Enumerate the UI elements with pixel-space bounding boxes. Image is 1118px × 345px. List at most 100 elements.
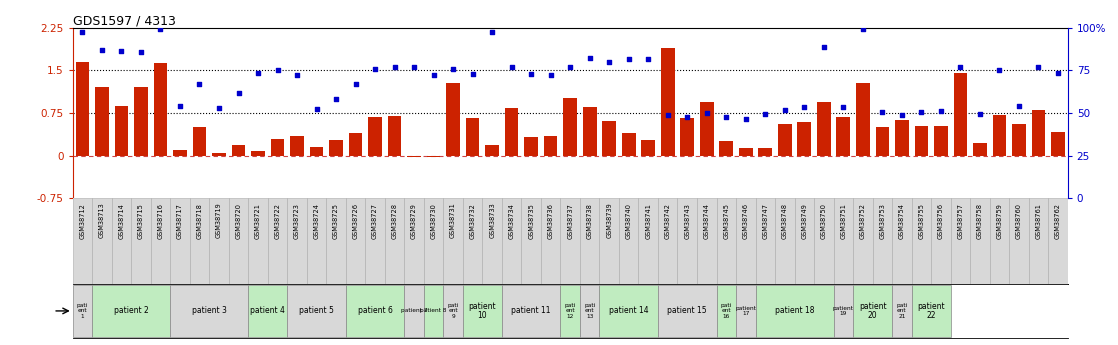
Point (503, 65, 521, 70)
Text: GSM38746: GSM38746 (742, 203, 749, 239)
Text: GSM38723: GSM38723 (294, 203, 300, 238)
FancyBboxPatch shape (209, 198, 229, 284)
Bar (973, 143, 987, 156)
FancyBboxPatch shape (482, 198, 502, 284)
Text: patient 14: patient 14 (609, 306, 648, 315)
Text: GSM38722: GSM38722 (275, 203, 281, 239)
Text: GSM38725: GSM38725 (333, 203, 339, 239)
FancyBboxPatch shape (405, 285, 424, 337)
Point (873, 110, 891, 115)
FancyBboxPatch shape (366, 198, 385, 284)
Bar (582, 107, 597, 156)
Bar (875, 127, 889, 156)
FancyBboxPatch shape (170, 285, 248, 337)
Point (386, 65, 404, 70)
Text: pati
ent
16: pati ent 16 (721, 303, 732, 319)
Bar (95, 87, 108, 156)
Text: GSM38731: GSM38731 (451, 203, 456, 238)
Point (639, 56, 657, 62)
FancyBboxPatch shape (229, 198, 248, 284)
Bar (212, 153, 226, 156)
FancyBboxPatch shape (345, 198, 366, 284)
Text: pati
ent
13: pati ent 13 (584, 303, 595, 319)
Text: patient 8: patient 8 (420, 308, 447, 313)
FancyBboxPatch shape (989, 198, 1010, 284)
Bar (349, 133, 362, 156)
Point (912, 109, 930, 115)
Bar (192, 127, 207, 156)
Bar (329, 140, 343, 156)
FancyBboxPatch shape (580, 285, 599, 337)
Text: patient 11: patient 11 (511, 306, 551, 315)
Point (464, 71, 482, 77)
FancyBboxPatch shape (599, 198, 619, 284)
Bar (563, 98, 577, 156)
Text: pati
ent
9: pati ent 9 (447, 303, 458, 319)
Point (132, 49, 150, 55)
Text: patient
20: patient 20 (859, 302, 887, 320)
Text: patient 7: patient 7 (401, 308, 427, 313)
Bar (1051, 132, 1064, 156)
Bar (446, 83, 459, 156)
Bar (291, 136, 304, 156)
Bar (661, 48, 674, 156)
Bar (115, 106, 129, 156)
FancyBboxPatch shape (541, 198, 560, 284)
Point (210, 105, 228, 111)
Bar (778, 124, 792, 156)
Bar (388, 116, 401, 156)
Text: GSM38733: GSM38733 (490, 203, 495, 238)
Point (932, 108, 950, 114)
Point (970, 111, 988, 116)
Point (951, 64, 969, 70)
Bar (681, 118, 694, 156)
Text: GSM38743: GSM38743 (684, 203, 690, 238)
FancyBboxPatch shape (1049, 198, 1068, 284)
Point (854, 27, 872, 32)
FancyBboxPatch shape (248, 198, 268, 284)
Bar (173, 150, 187, 156)
Point (718, 114, 736, 120)
FancyBboxPatch shape (619, 198, 638, 284)
Bar (603, 121, 616, 156)
Bar (896, 120, 909, 156)
Point (366, 66, 383, 72)
FancyBboxPatch shape (659, 285, 717, 337)
Text: GSM38721: GSM38721 (255, 203, 260, 238)
Point (328, 96, 345, 101)
FancyBboxPatch shape (151, 198, 170, 284)
Point (171, 103, 189, 108)
FancyBboxPatch shape (853, 198, 872, 284)
FancyBboxPatch shape (521, 198, 541, 284)
Text: GSM38724: GSM38724 (313, 203, 320, 239)
Bar (719, 141, 733, 156)
Text: GSM38734: GSM38734 (509, 203, 514, 238)
Bar (758, 148, 773, 156)
Text: GSM38718: GSM38718 (197, 203, 202, 238)
Text: GSM38740: GSM38740 (626, 203, 632, 239)
FancyBboxPatch shape (756, 198, 775, 284)
Point (679, 114, 697, 120)
FancyBboxPatch shape (287, 285, 345, 337)
FancyBboxPatch shape (92, 198, 112, 284)
FancyBboxPatch shape (424, 198, 444, 284)
Text: patient 15: patient 15 (667, 306, 707, 315)
Bar (231, 145, 245, 156)
Text: patient 3: patient 3 (192, 306, 227, 315)
FancyBboxPatch shape (560, 285, 580, 337)
Point (757, 111, 775, 116)
Point (893, 112, 911, 117)
FancyBboxPatch shape (911, 198, 931, 284)
Text: pati
ent
21: pati ent 21 (897, 303, 908, 319)
Text: pati
ent
12: pati ent 12 (565, 303, 576, 319)
Bar (836, 117, 850, 156)
FancyBboxPatch shape (580, 198, 599, 284)
Bar (524, 137, 538, 156)
Text: GSM38728: GSM38728 (391, 203, 398, 239)
FancyBboxPatch shape (170, 198, 190, 284)
Bar (153, 63, 168, 156)
FancyBboxPatch shape (463, 198, 482, 284)
Point (288, 72, 306, 78)
Point (580, 55, 598, 60)
FancyBboxPatch shape (950, 198, 970, 284)
